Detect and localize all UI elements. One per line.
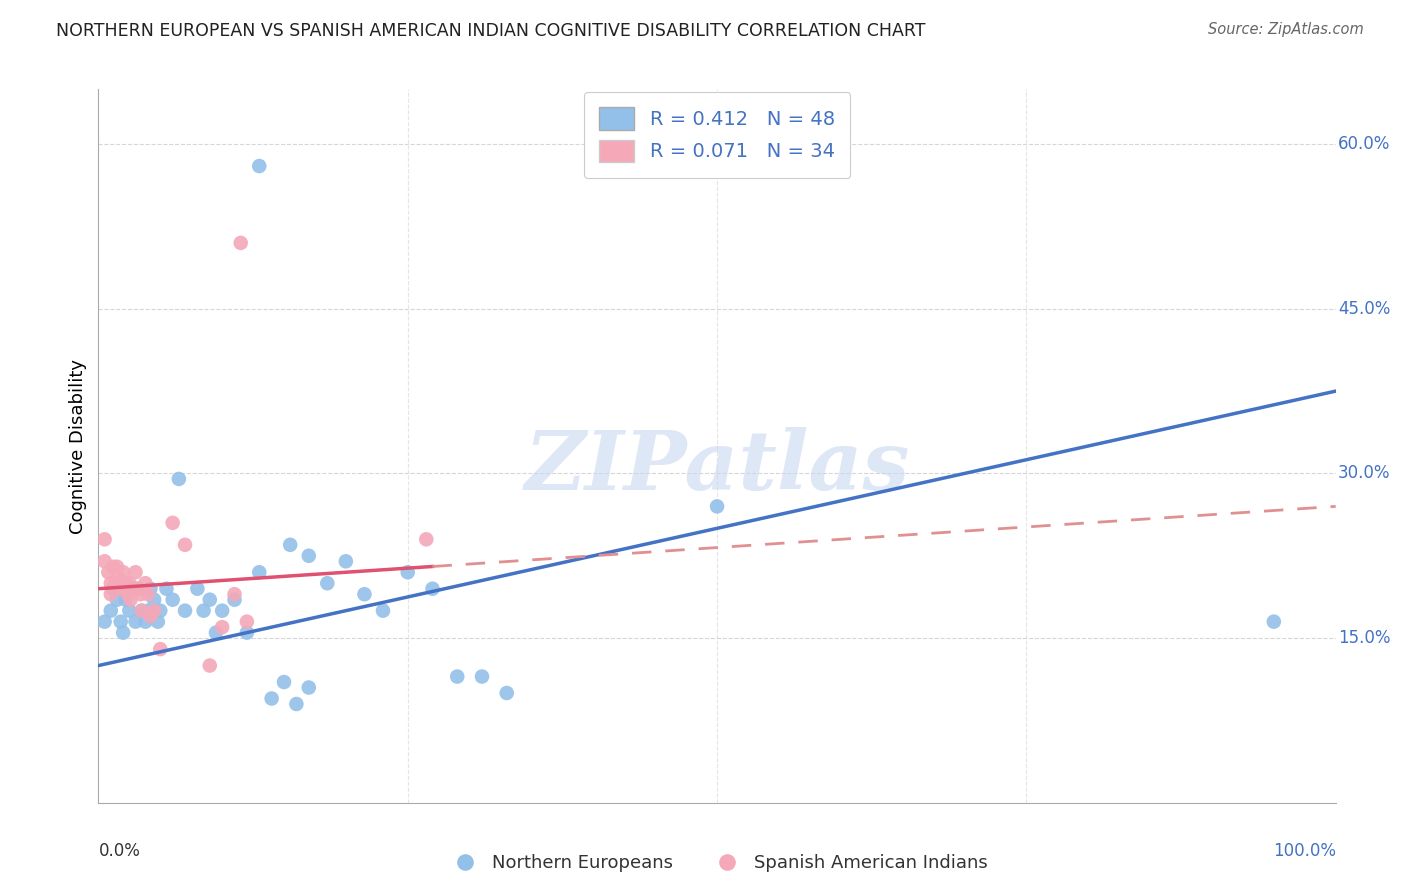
Point: [127, 582, 149, 596]
Point: [446, 669, 468, 683]
Point: [273, 675, 295, 690]
Point: [117, 587, 139, 601]
Point: [224, 592, 246, 607]
Text: 100.0%: 100.0%: [1272, 842, 1336, 860]
Point: [129, 587, 152, 601]
Text: 60.0%: 60.0%: [1339, 135, 1391, 153]
Point: [298, 681, 321, 695]
Point: [149, 642, 172, 657]
Point: [247, 566, 270, 580]
Point: [104, 576, 127, 591]
Point: [114, 576, 136, 591]
Point: [149, 604, 172, 618]
Point: [122, 582, 145, 596]
Point: [229, 235, 252, 250]
Point: [143, 604, 166, 618]
Point: [114, 592, 136, 607]
Point: [131, 604, 153, 618]
Point: [422, 582, 444, 596]
Point: [97, 566, 120, 580]
Point: [136, 604, 159, 618]
Point: [136, 587, 159, 601]
Point: [120, 592, 142, 607]
Point: [100, 604, 122, 618]
Point: [371, 604, 394, 618]
Point: [100, 576, 122, 591]
Point: [127, 582, 149, 596]
Point: [1263, 615, 1285, 629]
Point: [139, 609, 162, 624]
Point: [415, 533, 437, 547]
Point: [236, 625, 259, 640]
Point: [139, 582, 162, 596]
Point: [124, 566, 146, 580]
Point: [247, 159, 270, 173]
Point: [103, 582, 125, 596]
Text: 45.0%: 45.0%: [1339, 300, 1391, 318]
Point: [706, 500, 728, 514]
Text: 0.0%: 0.0%: [98, 842, 141, 860]
Point: [110, 582, 132, 596]
Point: [198, 592, 221, 607]
Point: [167, 472, 190, 486]
Point: [193, 604, 215, 618]
Point: [93, 533, 115, 547]
Point: [155, 582, 177, 596]
Point: [131, 604, 153, 618]
Point: [211, 620, 233, 634]
Point: [174, 538, 197, 552]
Point: [236, 615, 259, 629]
Point: [118, 604, 141, 618]
Point: [316, 576, 339, 591]
Legend: Northern Europeans, Spanish American Indians: Northern Europeans, Spanish American Ind…: [439, 847, 995, 880]
Text: NORTHERN EUROPEAN VS SPANISH AMERICAN INDIAN COGNITIVE DISABILITY CORRELATION CH: NORTHERN EUROPEAN VS SPANISH AMERICAN IN…: [56, 22, 925, 40]
Point: [112, 566, 135, 580]
Point: [110, 615, 132, 629]
Y-axis label: Cognitive Disability: Cognitive Disability: [69, 359, 87, 533]
Point: [298, 549, 321, 563]
Point: [396, 566, 419, 580]
Point: [205, 625, 228, 640]
Point: [118, 576, 141, 591]
Point: [107, 571, 129, 585]
Point: [112, 625, 135, 640]
Point: [134, 615, 156, 629]
Point: [105, 592, 128, 607]
Point: [162, 516, 184, 530]
Point: [146, 615, 169, 629]
Text: 30.0%: 30.0%: [1339, 465, 1391, 483]
Point: [134, 576, 156, 591]
Point: [103, 559, 125, 574]
Point: [93, 554, 115, 568]
Point: [198, 658, 221, 673]
Text: ZIPatlas: ZIPatlas: [524, 427, 910, 508]
Text: Source: ZipAtlas.com: Source: ZipAtlas.com: [1208, 22, 1364, 37]
Point: [105, 559, 128, 574]
Point: [211, 604, 233, 618]
Text: 15.0%: 15.0%: [1339, 629, 1391, 647]
Point: [353, 587, 375, 601]
Point: [124, 615, 146, 629]
Point: [471, 669, 494, 683]
Point: [112, 582, 135, 596]
Point: [278, 538, 301, 552]
Point: [260, 691, 283, 706]
Point: [186, 582, 208, 596]
Point: [224, 587, 246, 601]
Point: [174, 604, 197, 618]
Point: [495, 686, 517, 700]
Point: [335, 554, 357, 568]
Point: [100, 587, 122, 601]
Point: [162, 592, 184, 607]
Point: [122, 582, 145, 596]
Point: [285, 697, 308, 711]
Point: [143, 592, 166, 607]
Point: [93, 615, 115, 629]
